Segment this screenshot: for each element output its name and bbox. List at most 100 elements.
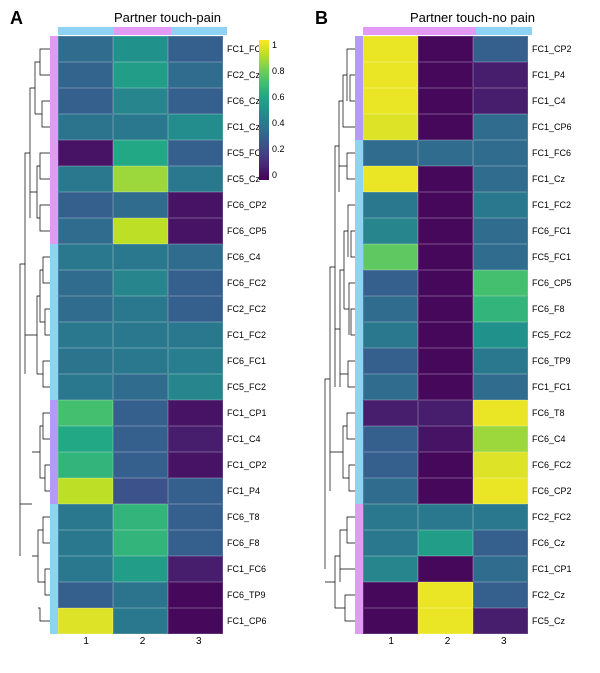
heatmap-row: FC5_Cz [363,608,590,634]
row-label: FC1_CP2 [528,36,590,62]
row-label: FC2_Cz [528,582,590,608]
row-cluster-segment [355,452,363,478]
row-cluster-segment [50,166,58,192]
heatmap-cell [113,556,168,582]
heatmap-cell [58,88,113,114]
heatmap-cell [418,88,473,114]
row-cluster-segment [50,192,58,218]
heatmap-cell [113,62,168,88]
heatmap-row: FC6_CP5 [363,270,590,296]
row-cluster-segment [50,140,58,166]
heatmap-cell [168,114,223,140]
row-label: FC6_Cz [528,530,590,556]
row-label: FC6_FC1 [223,348,285,374]
row-label: FC1_C4 [223,426,285,452]
heatmap-cell [418,218,473,244]
heatmap-cell [113,140,168,166]
heatmap-cell [418,192,473,218]
heatmap-cell [58,244,113,270]
heatmap-row: FC1_C4 [58,426,285,452]
row-cluster-segment [355,504,363,530]
row-cluster-segment [355,322,363,348]
heatmap-cell [113,582,168,608]
heatmap-cell [473,36,528,62]
heatmap-cell [113,452,168,478]
panel-title: Partner touch-no pain [355,10,590,25]
heatmap-row: FC6_Cz [363,530,590,556]
row-cluster-bar [50,36,58,634]
row-label: FC1_P4 [528,62,590,88]
heatmap-cell [418,556,473,582]
row-label: FC6_CP5 [223,218,285,244]
row-cluster-segment [355,556,363,582]
heatmap-row: FC6_C4 [363,426,590,452]
heatmap-cell [113,88,168,114]
row-cluster-segment [50,36,58,62]
row-cluster-segment [50,114,58,140]
heatmap-cell [363,582,418,608]
row-cluster-segment [355,348,363,374]
heatmap-cell [418,270,473,296]
row-label: FC6_C4 [528,426,590,452]
heatmap-row: FC6_F8 [58,530,285,556]
heatmap-cell [473,348,528,374]
row-label: FC1_FC2 [223,322,285,348]
row-cluster-segment [50,426,58,452]
row-label: FC6_F8 [528,296,590,322]
heatmap-row: FC1_FC1 [58,36,285,62]
colorbar-ticks: 10.80.60.40.20 [269,40,285,180]
row-cluster-segment [50,530,58,556]
row-cluster-segment [355,478,363,504]
heatmap-cell [168,374,223,400]
heatmap-cell [363,426,418,452]
heatmap-row: FC1_FC6 [363,140,590,166]
row-cluster-segment [50,270,58,296]
heatmap-cell [113,426,168,452]
x-tick: 1 [58,636,114,647]
column-cluster-segment [476,27,532,35]
heatmap-cell [58,556,113,582]
row-label: FC2_FC2 [223,296,285,322]
heatmap-cell [363,556,418,582]
heatmap-cell [168,582,223,608]
row-label: FC1_Cz [528,166,590,192]
heatmap: FC1_CP2FC1_P4FC1_C4FC1_CP6FC1_FC6FC1_CzF… [363,36,590,634]
heatmap-cell [473,296,528,322]
heatmap-cell [363,478,418,504]
row-cluster-segment [50,400,58,426]
row-cluster-segment [355,400,363,426]
heatmap-cell [473,114,528,140]
heatmap-row: FC6_F8 [363,296,590,322]
heatmap-cell [418,426,473,452]
row-label: FC6_CP5 [528,270,590,296]
heatmap-row: FC5_FC1 [58,140,285,166]
heatmap-cell [168,322,223,348]
heatmap-cell [363,244,418,270]
heatmap-cell [418,348,473,374]
row-label: FC6_CP2 [528,478,590,504]
heatmap-row: FC6_Cz [58,88,285,114]
heatmap-cell [363,114,418,140]
heatmap-cell [168,478,223,504]
heatmap-cell [363,62,418,88]
heatmap-cell [113,114,168,140]
x-tick: 2 [419,636,475,647]
x-axis: 123 [58,636,227,647]
heatmap-cell [168,218,223,244]
row-label: FC1_CP1 [528,556,590,582]
row-label: FC6_T8 [223,504,285,530]
row-label: FC1_P4 [223,478,285,504]
heatmap-cell [473,556,528,582]
heatmap-cell [363,166,418,192]
heatmap-cell [473,322,528,348]
heatmap-cell [418,400,473,426]
row-cluster-segment [50,348,58,374]
heatmap-row: FC1_CP6 [363,114,590,140]
column-cluster-bar [363,27,532,35]
heatmap-cell [168,192,223,218]
heatmap-cell [473,62,528,88]
heatmap-cell [473,608,528,634]
row-label: FC5_FC2 [223,374,285,400]
heatmap-cell [113,608,168,634]
heatmap-cell [418,582,473,608]
